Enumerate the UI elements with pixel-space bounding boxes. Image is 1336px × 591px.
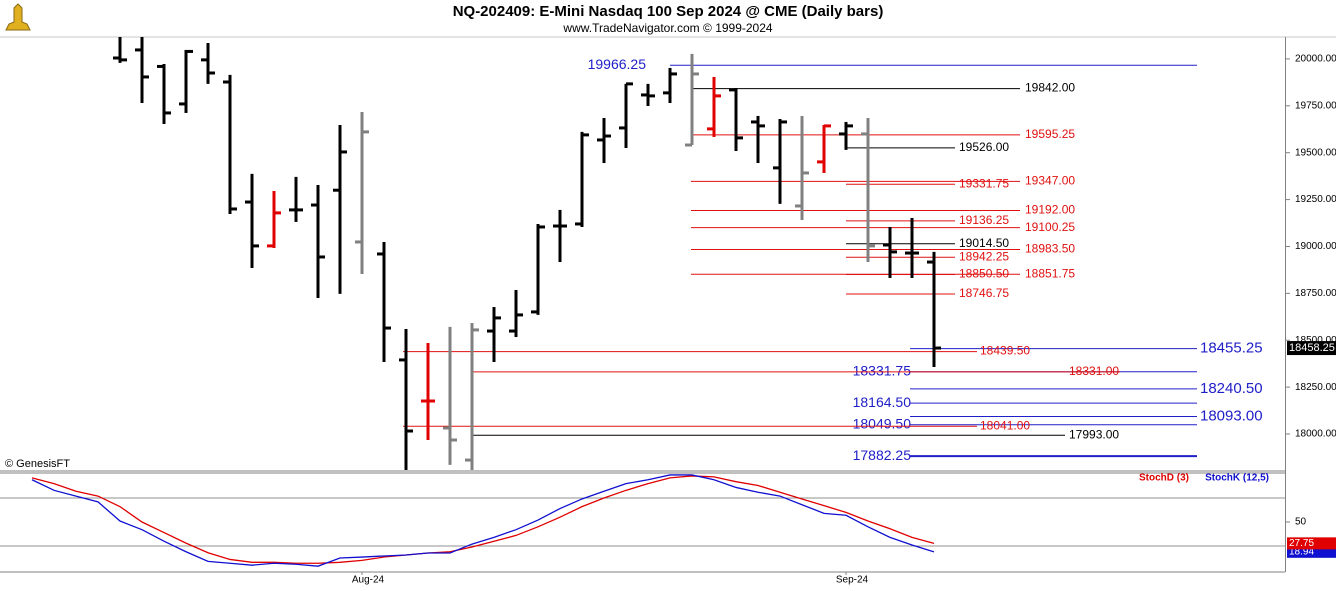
y-tick-label: 18500.00 (1295, 335, 1336, 346)
stoch-line (31, 475, 935, 564)
level-label: 18240.50 (1200, 380, 1263, 397)
level-label: 19100.25 (1025, 220, 1075, 234)
legend-entry: StochD (3) (1139, 473, 1189, 484)
axes: 18000.00 18250.00 18500.00 18750.00 19000.00… (352, 54, 1336, 586)
level-label: 19347.00 (1025, 174, 1075, 188)
level-label: 19526.00 (959, 140, 1009, 154)
y-tick-label: 18000.00 (1295, 429, 1336, 440)
y-tick-label: 18250.00 (1295, 382, 1336, 393)
y-tick-label: 18750.00 (1295, 288, 1336, 299)
y-tick-label: 19500.00 (1295, 147, 1336, 158)
level-label: 18049.50 (853, 415, 912, 431)
y-tick-label: 19250.00 (1295, 194, 1336, 205)
chart-subtitle: www.TradeNavigator.com © 1999-2024 (562, 21, 772, 35)
logo (2, 2, 34, 34)
level-label: 18041.00 (980, 418, 1030, 432)
level-label: 18983.50 (1025, 242, 1075, 256)
level-label: 17993.00 (1069, 427, 1119, 441)
stoch-panel (0, 474, 1285, 567)
level-label: 18331.00 (1069, 364, 1119, 378)
level-label: 19136.25 (959, 213, 1009, 227)
level-label: 18439.50 (980, 344, 1030, 358)
value-tag (1287, 537, 1336, 550)
level-label: 18455.25 (1200, 340, 1263, 357)
level-label: 19842.00 (1025, 81, 1075, 95)
chart-title: NQ-202409: E-Mini Nasdaq 100 Sep 2024 @ … (453, 3, 884, 20)
legend-entry: StochK (12,5) (1205, 473, 1269, 484)
level-label: 19192.00 (1025, 203, 1075, 217)
last-price-tag (1287, 341, 1336, 356)
value-tag-label: 18.94 (1289, 546, 1314, 557)
level-label: 18331.75 (853, 362, 912, 378)
x-tick-label: Sep-24 (836, 575, 869, 586)
y-tick-label: 50 (1295, 517, 1307, 528)
price-panel: 19966.25 19842.00 19595.25 19526.00 19347.00… (113, 37, 1263, 470)
level-label: 18746.75 (959, 286, 1009, 300)
y-tick-label: 20000.00 (1295, 54, 1336, 65)
watermark: © GenesisFT (5, 458, 70, 470)
y-tick-label: 19000.00 (1295, 241, 1336, 252)
level-label: 19966.25 (588, 56, 647, 72)
level-label: 17882.25 (853, 447, 912, 463)
level-label: 18851.75 (1025, 266, 1075, 280)
level-label: 18942.25 (959, 249, 1009, 263)
stoch-line (31, 474, 935, 567)
x-tick-label: Aug-24 (352, 575, 385, 586)
value-tag-label: 27.75 (1289, 538, 1314, 549)
y-tick-label: 19750.00 (1295, 100, 1336, 111)
level-label: 18164.50 (853, 394, 912, 410)
level-label: 19014.50 (959, 236, 1009, 250)
level-label: 18093.00 (1200, 408, 1263, 425)
level-label: 18850.50 (959, 267, 1009, 281)
last-price-label: 18458.25 (1289, 342, 1335, 354)
level-label: 19331.75 (959, 176, 1009, 190)
level-label: 19595.25 (1025, 127, 1075, 141)
